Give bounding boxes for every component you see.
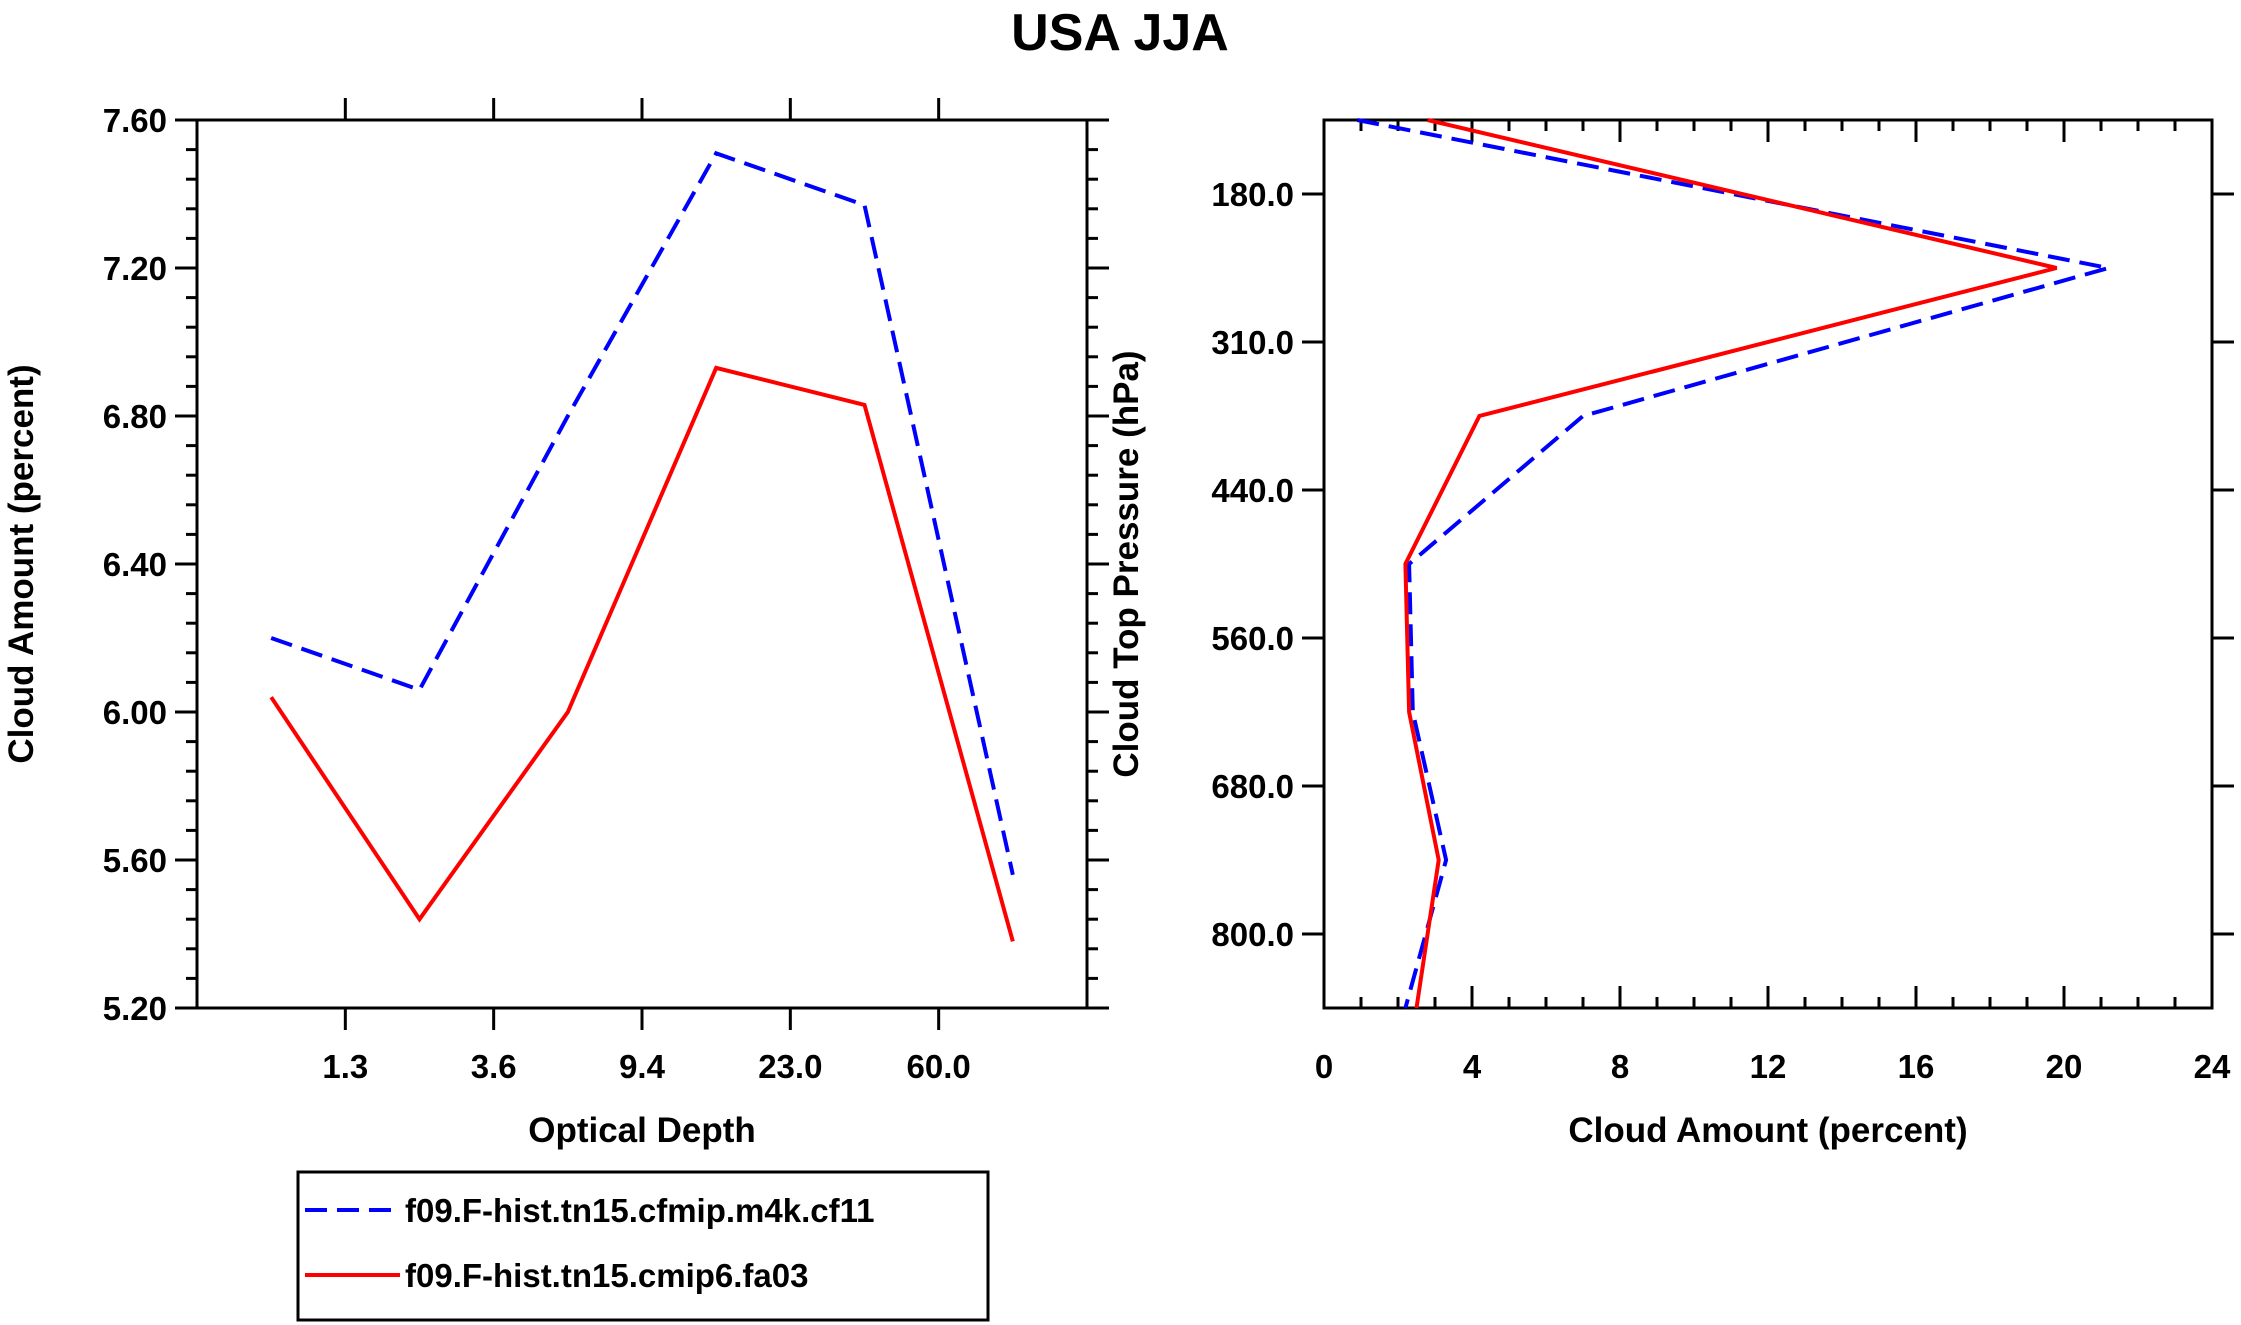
left-y-axis-label: Cloud Amount (percent)	[2, 364, 41, 763]
left-series-line	[269, 365, 1015, 942]
right-x-tick-label: 8	[1611, 1048, 1629, 1085]
left-y-tick-label: 6.40	[103, 546, 167, 583]
left-y-tick-label: 7.60	[103, 102, 167, 139]
right-y-tick-label: 310.0	[1211, 324, 1294, 361]
left-panel: 7.60 7.20 6.80 6.40 6.00 5.60 5.20 1.3 3.6 9.4 23.…	[2, 98, 1109, 1150]
left-x-tick-label: 3.6	[471, 1048, 517, 1085]
left-x-tick-label: 23.0	[758, 1048, 822, 1085]
left-series-line	[270, 150, 1015, 876]
right-panel: 0 4 8 12 16 20 24 180.0 310.0 440.0 560.0 680.0 800.…	[1107, 118, 2234, 1150]
right-x-tick-label: 12	[1750, 1048, 1787, 1085]
right-y-tick-label: 800.0	[1211, 916, 1294, 953]
right-plot-frame	[1322, 118, 2214, 1010]
right-y-tick-label: 560.0	[1211, 620, 1294, 657]
legend-box	[296, 1170, 990, 1322]
legend: f09.F-hist.tn15.cfmip.m4k.cf11 f09.F-his…	[296, 1170, 990, 1322]
left-x-axis-label: Optical Depth	[528, 1111, 756, 1150]
left-y-tick-label: 5.60	[103, 842, 167, 879]
right-x-axis-label: Cloud Amount (percent)	[1568, 1111, 1967, 1150]
legend-label-blue: f09.F-hist.tn15.cfmip.m4k.cf11	[405, 1192, 875, 1229]
right-x-tick-label: 24	[2194, 1048, 2231, 1085]
right-x-tick-label: 16	[1898, 1048, 1935, 1085]
right-x-tick-label: 20	[2046, 1048, 2083, 1085]
left-x-tick-label: 1.3	[322, 1048, 368, 1085]
left-plot-frame	[195, 118, 1089, 1010]
left-y-tick-label: 5.20	[103, 990, 167, 1027]
right-x-tick-label: 4	[1463, 1048, 1482, 1085]
left-series	[269, 150, 1015, 942]
right-series-line	[1356, 118, 2109, 1009]
right-y-tick-label: 680.0	[1211, 768, 1294, 805]
legend-label-red: f09.F-hist.tn15.cmip6.fa03	[405, 1257, 808, 1294]
right-y-tick-label: 440.0	[1211, 472, 1294, 509]
left-y-tick-label: 7.20	[103, 250, 167, 287]
right-y-tick-label: 180.0	[1211, 176, 1294, 213]
left-x-tick-label: 9.4	[619, 1048, 666, 1085]
right-ticks: 0 4 8 12 16 20 24 180.0 310.0 440.0 560.0 680.0 800.…	[1211, 120, 2234, 1085]
right-x-tick-label: 0	[1315, 1048, 1333, 1085]
right-series-line	[1403, 118, 2058, 1009]
left-y-tick-label: 6.80	[103, 398, 167, 435]
left-ticks: 7.60 7.20 6.80 6.40 6.00 5.60 5.20 1.3 3.6 9.4 23.…	[103, 98, 1109, 1085]
right-y-axis-label: Cloud Top Pressure (hPa)	[1107, 350, 1146, 777]
left-x-tick-label: 60.0	[907, 1048, 971, 1085]
left-y-tick-label: 6.00	[103, 694, 167, 731]
right-series	[1356, 118, 2109, 1009]
chart-title: USA JJA	[1011, 4, 1229, 62]
